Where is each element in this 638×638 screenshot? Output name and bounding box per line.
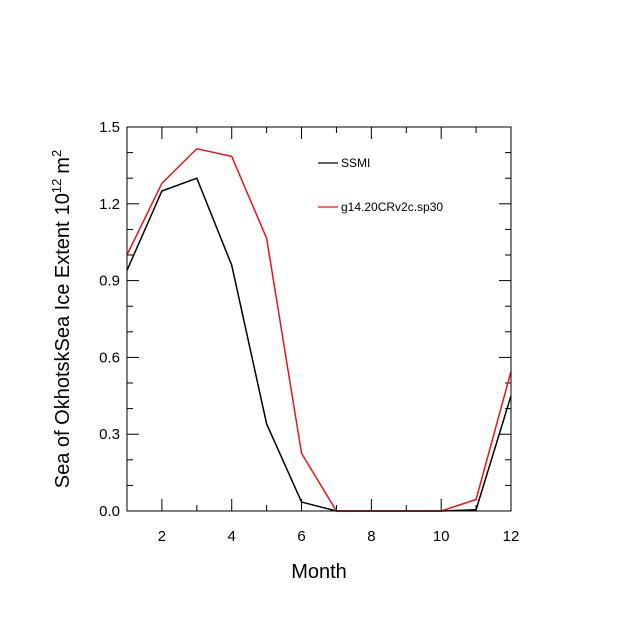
x-tick-label: 8 xyxy=(367,528,375,545)
x-tick-label: 2 xyxy=(158,528,166,545)
y-tick-label: 1.5 xyxy=(99,119,120,136)
series-lines xyxy=(126,147,512,512)
series-line-ssmi xyxy=(126,177,512,512)
x-tick-label: 4 xyxy=(228,528,236,545)
plot-frame xyxy=(126,126,512,512)
y-tick-label: 0.6 xyxy=(99,349,120,366)
y-tick-label: 0.9 xyxy=(99,273,120,290)
y-tick-label: 0.3 xyxy=(99,426,120,443)
x-tick-label: 6 xyxy=(297,528,305,545)
x-tick-label: 10 xyxy=(433,528,450,545)
y-axis-title-units-unit-exponent: 2 xyxy=(49,150,64,157)
y-axis-title-units-unit: m xyxy=(52,157,74,174)
axis-ticks xyxy=(126,126,512,512)
legend: SSMI g14.20CRv2c.sp30 xyxy=(318,156,443,214)
legend-label-g14-20crv2c-sp30: g14.20CRv2c.sp30 xyxy=(341,200,443,214)
y-axis-title-units-base: 10 xyxy=(52,193,74,215)
y-tick-label: 0.0 xyxy=(99,503,120,520)
tick-labels: 2 4 6 8 10 12 0.0 0.3 0.6 0.9 1.2 1.5 xyxy=(99,119,519,545)
y-tick-label: 1.2 xyxy=(99,196,120,213)
x-axis-title: Month xyxy=(291,561,347,583)
series-line-g14-20crv2c-sp30 xyxy=(126,147,512,512)
y-axis-title-units-exponent: 12 xyxy=(49,179,64,193)
y-axis-title: Sea of OkhotskSea Ice Extent 1012 m2 xyxy=(49,150,74,488)
legend-label-ssmi: SSMI xyxy=(341,156,370,170)
y-axis-title-main: Sea of OkhotskSea Ice Extent xyxy=(52,221,74,488)
x-tick-label: 12 xyxy=(503,528,520,545)
